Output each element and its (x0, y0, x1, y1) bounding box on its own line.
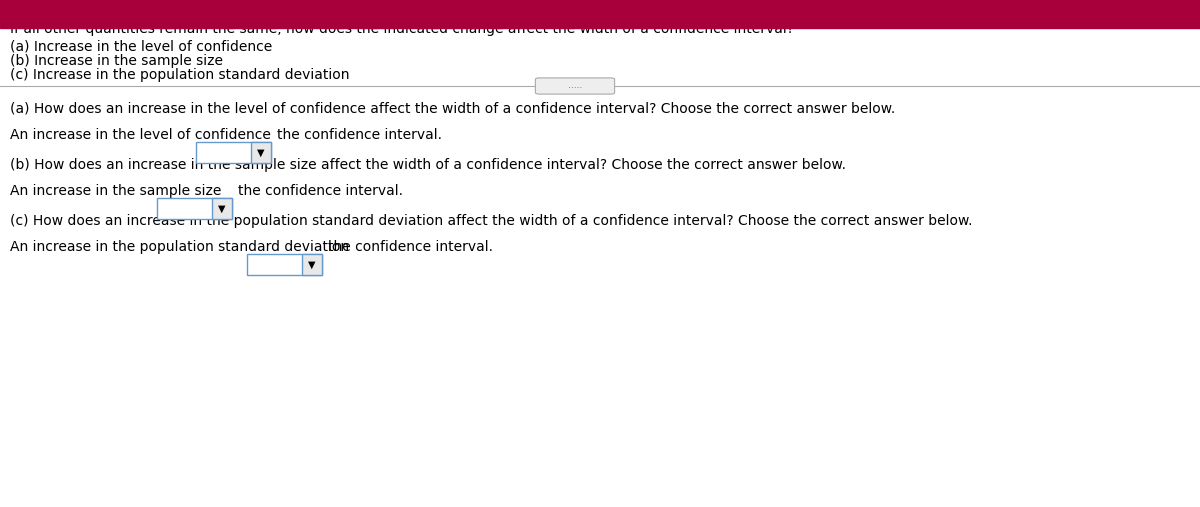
Text: An increase in the level of confidence: An increase in the level of confidence (10, 128, 271, 142)
Text: ▼: ▼ (308, 260, 316, 270)
Text: ▼: ▼ (257, 148, 265, 158)
FancyBboxPatch shape (251, 142, 271, 163)
Text: the confidence interval.: the confidence interval. (238, 184, 403, 198)
FancyBboxPatch shape (535, 78, 614, 94)
Text: (a) Increase in the level of confidence: (a) Increase in the level of confidence (10, 40, 272, 54)
Text: (c) Increase in the population standard deviation: (c) Increase in the population standard … (10, 68, 349, 82)
FancyBboxPatch shape (196, 142, 271, 163)
Text: An increase in the population standard deviation: An increase in the population standard d… (10, 240, 349, 254)
Text: If all other quantities remain the same, how does the indicated change affect th: If all other quantities remain the same,… (10, 22, 794, 36)
Text: An increase in the sample size: An increase in the sample size (10, 184, 221, 198)
FancyBboxPatch shape (212, 198, 232, 220)
FancyBboxPatch shape (157, 198, 232, 220)
Text: the confidence interval.: the confidence interval. (277, 128, 442, 142)
FancyBboxPatch shape (247, 254, 322, 275)
Text: the confidence interval.: the confidence interval. (328, 240, 493, 254)
Text: (a) How does an increase in the level of confidence affect the width of a confid: (a) How does an increase in the level of… (10, 102, 895, 116)
Text: .....: ..... (568, 82, 582, 91)
Text: (b) Increase in the sample size: (b) Increase in the sample size (10, 54, 223, 68)
Text: (b) How does an increase in the sample size affect the width of a confidence int: (b) How does an increase in the sample s… (10, 158, 846, 172)
FancyBboxPatch shape (0, 0, 1200, 28)
Text: ▼: ▼ (218, 204, 226, 213)
Text: (c) How does an increase in the population standard deviation affect the width o: (c) How does an increase in the populati… (10, 214, 972, 228)
FancyBboxPatch shape (302, 254, 322, 275)
